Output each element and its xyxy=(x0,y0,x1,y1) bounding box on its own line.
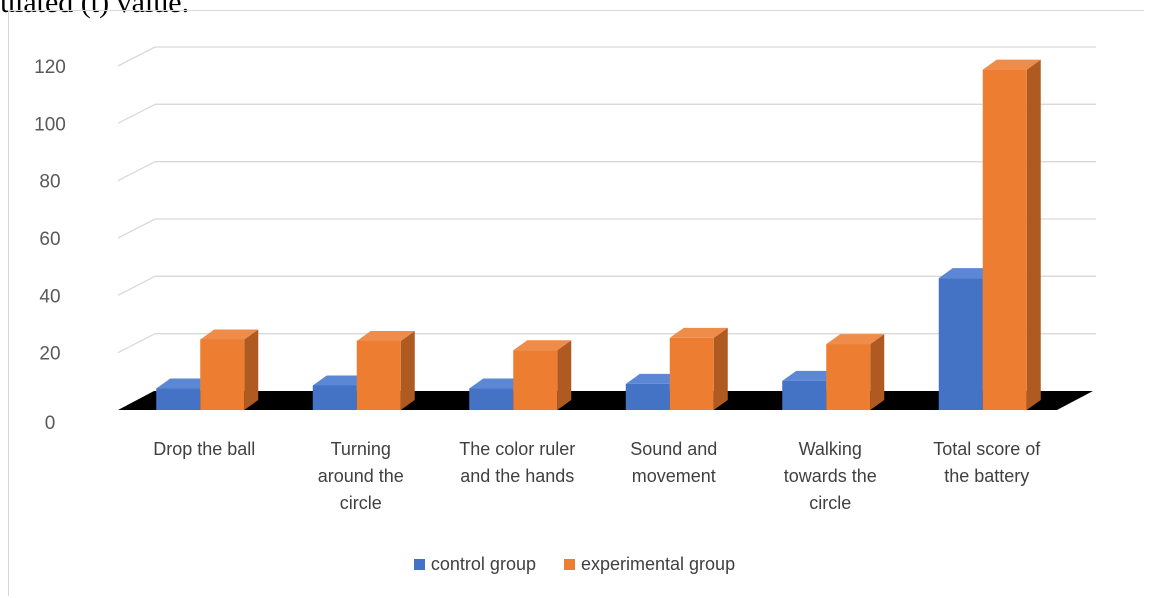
legend: control group experimental group xyxy=(0,554,1149,575)
bar-side-experimental xyxy=(1026,59,1041,410)
x-category-label: Walking towards the circle xyxy=(784,439,877,513)
x-category-label-line: around the xyxy=(318,466,404,486)
x-category-label-line: circle xyxy=(340,493,382,513)
bar-experimental xyxy=(356,341,401,410)
bar-top-control xyxy=(469,378,528,389)
x-category-label-line: the battery xyxy=(944,466,1029,486)
chart-frame xyxy=(8,10,1144,596)
bar-control xyxy=(312,385,357,410)
gridline-diagonal xyxy=(117,46,156,67)
bar-top-experimental xyxy=(200,329,259,340)
bar-experimental xyxy=(669,337,714,410)
x-category-label-line: Sound and xyxy=(630,439,717,459)
legend-item-experimental: experimental group xyxy=(563,554,736,575)
legend-swatch-experimental xyxy=(563,559,575,570)
bar-top-control xyxy=(156,378,215,389)
bar-top-control xyxy=(625,373,684,384)
bar-top-control xyxy=(312,375,371,386)
x-category-label: Total score of the battery xyxy=(933,439,1041,486)
y-tick-label: 20 xyxy=(39,344,60,365)
y-tick-label: 60 xyxy=(39,229,60,250)
bar-control xyxy=(469,388,514,410)
gridlines xyxy=(117,46,1096,354)
bars xyxy=(156,59,1041,410)
bar-control xyxy=(782,380,827,410)
bar-top-experimental xyxy=(356,331,415,341)
bar-side-experimental xyxy=(870,334,885,410)
x-category-label-line: Turning xyxy=(331,439,391,459)
bar-top-control xyxy=(782,370,841,381)
bar-control xyxy=(625,383,670,410)
x-category-label-line: Total score of xyxy=(933,439,1041,459)
y-tick-label: 120 xyxy=(34,57,66,78)
bar-top-experimental xyxy=(826,334,885,345)
bar-side-experimental xyxy=(400,331,415,410)
x-category-label-line: Walking xyxy=(799,439,862,459)
gridline-diagonal xyxy=(117,161,156,182)
y-tick-label: 0 xyxy=(45,413,56,434)
x-category-label-line: Drop the ball xyxy=(153,439,255,459)
bar-top-experimental xyxy=(513,340,572,351)
y-tick-label: 100 xyxy=(34,114,66,135)
bar-experimental xyxy=(200,339,245,410)
x-category-label: Turning around the circle xyxy=(318,439,404,513)
legend-label-control: control group xyxy=(430,554,536,574)
legend-item-control: control group xyxy=(413,554,536,575)
bar-top-experimental xyxy=(669,327,728,338)
legend-swatch-control xyxy=(413,559,425,570)
gridline-diagonal xyxy=(117,103,156,124)
gridline-diagonal xyxy=(117,275,156,296)
bar-top-control xyxy=(938,268,997,279)
x-category-label-line: and the hands xyxy=(460,466,574,486)
y-tick-label: 80 xyxy=(39,172,60,193)
x-category-label-line: towards the xyxy=(784,466,877,486)
y-tick-label: 40 xyxy=(39,286,60,307)
y-axis-ticks: 0 20 40 60 80 100 120 xyxy=(34,57,66,434)
bar-side-experimental xyxy=(557,340,572,410)
x-category-label-line: circle xyxy=(809,493,851,513)
gridline-diagonal xyxy=(117,333,156,354)
bar-control xyxy=(156,388,201,410)
x-category-label: Drop the ball xyxy=(153,439,255,459)
bar-experimental xyxy=(513,350,558,410)
preceding-text-fragment: ulated (t) value. xyxy=(0,0,190,19)
gridline-diagonal xyxy=(117,218,156,239)
bar-side-experimental xyxy=(713,327,728,410)
x-axis-labels: Drop the ball Turning around the circle The … xyxy=(153,439,1041,513)
x-category-label-line: The color ruler xyxy=(459,439,575,459)
x-category-label-line: movement xyxy=(632,466,716,486)
legend-label-experimental: experimental group xyxy=(580,554,736,574)
bar-experimental xyxy=(826,344,871,410)
x-category-label: Sound and movement xyxy=(630,439,717,486)
x-category-label: The color ruler and the hands xyxy=(459,439,575,486)
bar-top-experimental xyxy=(982,59,1041,70)
bar-control xyxy=(938,278,983,410)
bar-experimental xyxy=(982,69,1027,410)
bar-side-experimental xyxy=(244,329,259,410)
